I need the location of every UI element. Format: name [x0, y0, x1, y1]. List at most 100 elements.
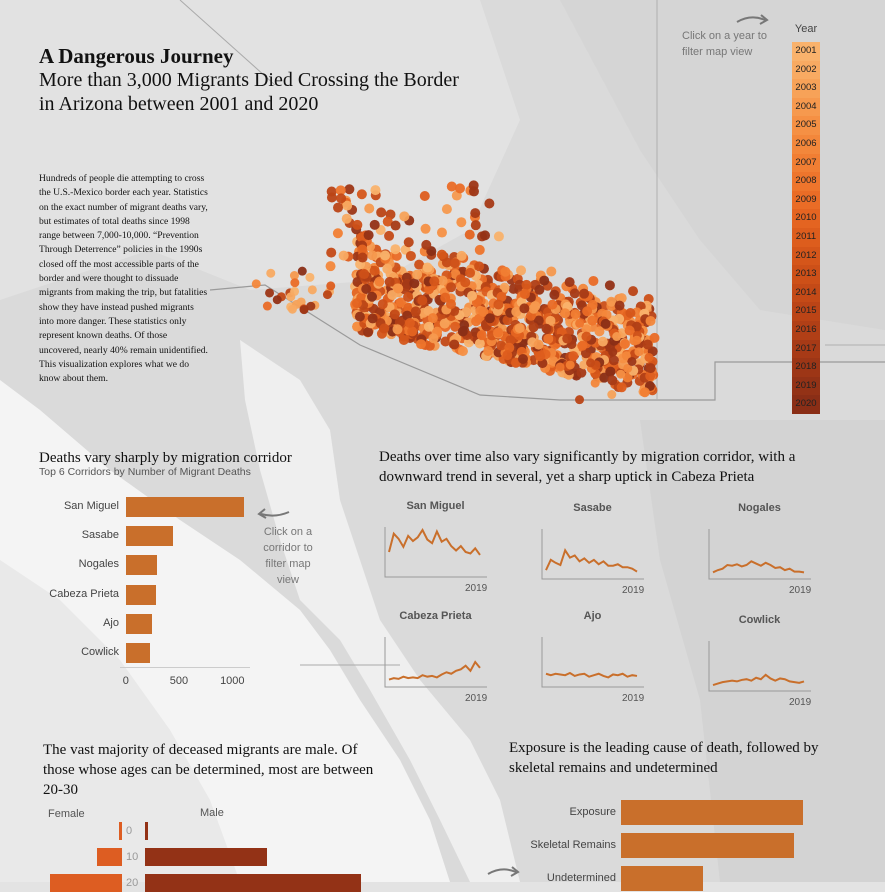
- trend-x-tick: 2019: [622, 585, 645, 596]
- cause-label[interactable]: Skeletal Remains: [530, 839, 616, 851]
- year-filter-item[interactable]: 2011: [792, 227, 820, 247]
- year-filter-item[interactable]: 2016: [792, 320, 820, 340]
- year-filter-item[interactable]: 2020: [792, 395, 820, 414]
- trend-panel-title[interactable]: Cowlick: [738, 614, 781, 626]
- male-age-bar[interactable]: [145, 874, 361, 892]
- trend-x-tick: 2019: [465, 693, 488, 704]
- age-group-label: 0: [126, 825, 133, 837]
- corridor-label[interactable]: Ajo: [103, 616, 119, 629]
- cause-label[interactable]: Undetermined: [546, 872, 616, 884]
- year-list: 2001 2002 2003 2004 2005 2006 2007 2008 2009 2010…: [792, 42, 820, 414]
- death-locations-layer: [251, 180, 660, 405]
- corridor-bar[interactable]: [126, 643, 150, 663]
- trend-series-line: [388, 527, 481, 556]
- trend-axis: [384, 527, 487, 578]
- intro-paragraph: Hundreds of people die attempting to cro…: [39, 173, 208, 385]
- female-header: Female: [48, 808, 85, 820]
- trend-panel-title[interactable]: Ajo: [583, 610, 602, 622]
- year-filter-item[interactable]: 2008: [792, 172, 820, 191]
- trend-chart-title: Deaths over time also vary significantly…: [379, 449, 796, 485]
- age-group-label: 20: [126, 877, 139, 889]
- corridor-bar[interactable]: [126, 555, 158, 576]
- trend-axis: [541, 637, 644, 688]
- year-filter-item[interactable]: 2010: [792, 209, 820, 228]
- year-filter-item[interactable]: 2001: [792, 42, 820, 61]
- corridor-x-axis: [120, 667, 250, 668]
- female-age-bar[interactable]: [50, 874, 122, 892]
- trend-panel-title[interactable]: San Miguel: [406, 500, 465, 512]
- trend-axis: [708, 529, 811, 580]
- trend-series-line: [712, 560, 805, 574]
- trend-x-tick: 2019: [622, 693, 645, 704]
- male-header: Male: [200, 807, 224, 819]
- year-filter-item[interactable]: 2013: [792, 265, 820, 284]
- year-filter-item[interactable]: 2006: [792, 134, 820, 154]
- male-age-bar[interactable]: [145, 822, 148, 840]
- arrow-right-icon: [487, 866, 520, 877]
- trend-x-tick: 2019: [789, 585, 812, 596]
- year-filter-item[interactable]: 2018: [792, 358, 820, 377]
- corridor-x-tick: 1000: [220, 675, 245, 687]
- corridor-filter-hint: Click on a corridor to filter map view: [263, 526, 313, 586]
- trend-panel-title[interactable]: Nogales: [738, 502, 781, 514]
- year-filter-title: Year: [794, 23, 818, 35]
- trend-panel-title[interactable]: Sasabe: [573, 502, 612, 514]
- corridor-chart-title: Deaths vary sharply by migration corrido…: [39, 450, 292, 466]
- corridor-label[interactable]: Sasabe: [81, 529, 119, 542]
- corridor-label[interactable]: Nogales: [78, 558, 119, 571]
- corridor-bar[interactable]: [126, 584, 157, 605]
- trend-axis: [541, 529, 644, 580]
- corridor-chart-subtitle: Top 6 Corridors by Number of Migrant Dea…: [39, 466, 251, 478]
- female-age-bar[interactable]: [119, 822, 122, 840]
- trend-series-line: [712, 673, 805, 687]
- cause-bar[interactable]: [621, 800, 803, 825]
- cause-label[interactable]: Exposure: [569, 806, 616, 818]
- trend-line-chart: [541, 529, 644, 580]
- trend-series-line: [545, 548, 638, 573]
- male-age-bar[interactable]: [145, 848, 267, 866]
- corridor-bar[interactable]: [126, 497, 244, 517]
- arrow-left-icon: [257, 508, 290, 519]
- corridor-bar[interactable]: [126, 613, 153, 634]
- page-subtitle: More than 3,000 Migrants Died Crossing t…: [39, 69, 459, 115]
- arrow-right-icon: [736, 14, 769, 25]
- year-filter-item[interactable]: 2009: [792, 190, 820, 210]
- trend-x-tick: 2019: [789, 697, 812, 708]
- trend-axis: [384, 637, 487, 688]
- female-age-bar[interactable]: [97, 848, 122, 866]
- cause-bar[interactable]: [621, 866, 703, 891]
- year-filter-item[interactable]: 2002: [792, 60, 820, 80]
- year-filter-item[interactable]: 2019: [792, 376, 820, 396]
- age-group-label: 10: [126, 851, 139, 863]
- year-filter-item[interactable]: 2004: [792, 97, 820, 117]
- year-filter-item[interactable]: 2003: [792, 79, 820, 98]
- trend-series-line: [545, 671, 638, 679]
- year-filter-hint: Click on a year to filter map view: [682, 30, 767, 58]
- corridor-x-tick: 0: [122, 675, 129, 687]
- trend-line-chart: [384, 527, 487, 578]
- trend-series-line: [388, 660, 481, 681]
- year-filter-item[interactable]: 2007: [792, 153, 820, 173]
- year-filter-item[interactable]: 2005: [792, 116, 820, 135]
- cause-chart-title: Exposure is the leading cause of death, …: [509, 740, 819, 776]
- year-filter-item[interactable]: 2012: [792, 246, 820, 266]
- corridor-x-tick: 500: [169, 675, 189, 687]
- corridor-label[interactable]: Cabeza Prieta: [49, 587, 119, 600]
- trend-line-chart: [708, 529, 811, 580]
- cause-bar[interactable]: [621, 833, 794, 858]
- corridor-label[interactable]: San Miguel: [63, 500, 119, 512]
- trend-line-chart: [708, 641, 811, 692]
- trend-panel-title[interactable]: Cabeza Prieta: [399, 610, 472, 622]
- year-filter-item[interactable]: 2014: [792, 283, 820, 303]
- trend-axis: [708, 641, 811, 692]
- trend-x-tick: 2019: [465, 583, 488, 594]
- corridor-label[interactable]: Cowlick: [81, 646, 119, 658]
- year-filter: Year 2001 2002 2003 2004 2005 2006 2007 2008 200…: [792, 20, 820, 414]
- gender-chart-title: The vast majority of deceased migrants a…: [43, 742, 374, 798]
- trend-line-chart: [541, 637, 644, 688]
- corridor-bar[interactable]: [126, 526, 174, 547]
- header: A Dangerous Journey More than 3,000 Migr…: [39, 44, 469, 116]
- trend-line-chart: [384, 637, 487, 688]
- year-filter-item[interactable]: 2017: [792, 339, 820, 359]
- year-filter-item[interactable]: 2015: [792, 302, 820, 321]
